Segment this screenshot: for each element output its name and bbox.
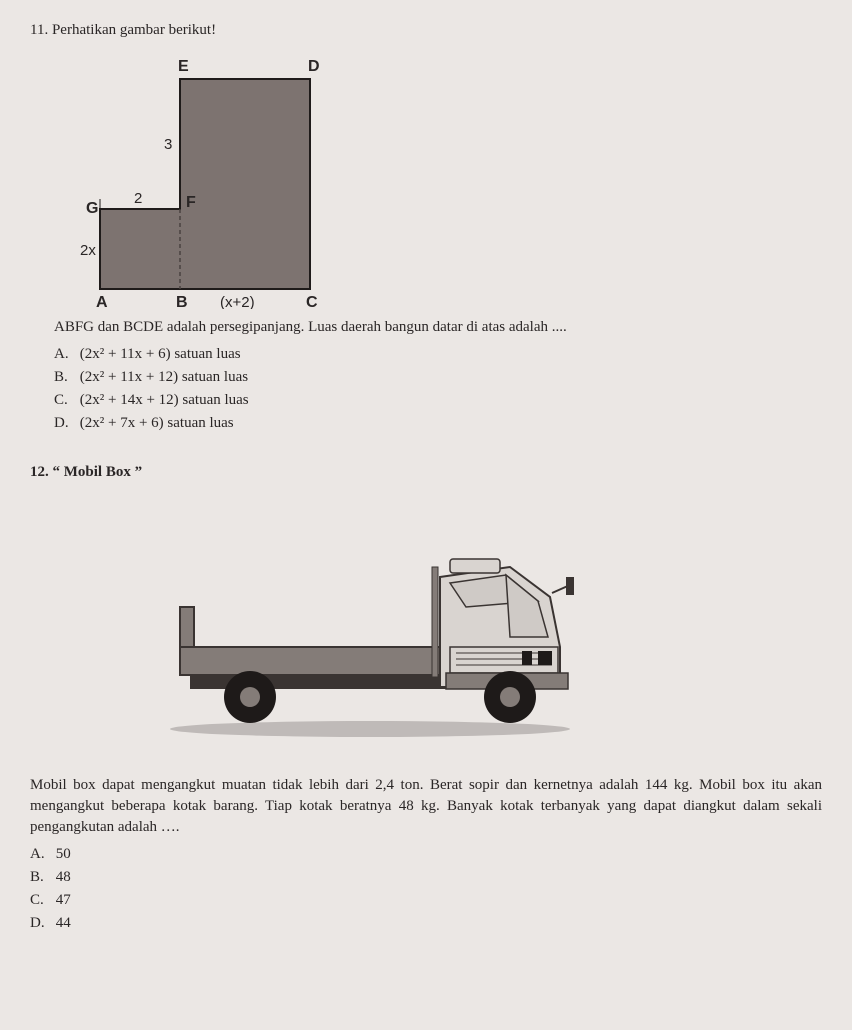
truck-shadow	[170, 721, 570, 737]
opt-letter: A.	[30, 844, 52, 865]
opt-letter: C.	[54, 390, 76, 411]
label-A: A	[96, 294, 108, 309]
q12-number: 12.	[30, 464, 49, 480]
q11-stem: ABFG dan BCDE adalah persegipanjang. Lua…	[54, 317, 822, 338]
composite-shape	[100, 79, 310, 289]
q11-number: 11.	[30, 22, 48, 38]
opt-letter: C.	[30, 890, 52, 911]
label-2x: 2x	[80, 242, 96, 259]
opt-text: (2x² + 11x + 6) satuan luas	[80, 346, 241, 362]
truck-hub-rear	[240, 687, 260, 707]
truck-bed	[180, 647, 440, 675]
question-12: 12. “ Mobil Box ”	[30, 462, 822, 934]
q11-figure: E D G F A B C 3 2 2x (x+2)	[80, 49, 822, 309]
label-C: C	[306, 294, 318, 309]
geometry-diagram: E D G F A B C 3 2 2x (x+2)	[80, 49, 340, 309]
q12-option-a: A. 50	[30, 844, 822, 865]
q12-truck-figure	[150, 497, 822, 757]
q12-option-d: D. 44	[30, 913, 822, 934]
opt-text: 50	[56, 846, 71, 862]
label-E: E	[178, 58, 189, 75]
truck-mirror	[566, 577, 574, 595]
truck-pipe	[432, 567, 438, 677]
q12-title-text: “ Mobil Box ”	[53, 464, 143, 480]
q12-options: A. 50 B. 48 C. 47 D. 44	[30, 844, 822, 934]
truck-hub-front	[500, 687, 520, 707]
q12-option-b: B. 48	[30, 867, 822, 888]
label-3: 3	[164, 136, 172, 153]
opt-text: 47	[56, 892, 71, 908]
truck-roof	[450, 559, 500, 573]
label-D: D	[308, 58, 320, 75]
opt-letter: D.	[54, 413, 76, 434]
q11-options: A. (2x² + 11x + 6) satuan luas B. (2x² +…	[54, 344, 822, 434]
opt-letter: D.	[30, 913, 52, 934]
question-11: 11. Perhatikan gambar berikut! E D G F A…	[30, 20, 822, 434]
q11-option-b: B. (2x² + 11x + 12) satuan luas	[54, 367, 822, 388]
opt-text: (2x² + 11x + 12) satuan luas	[80, 369, 248, 385]
opt-letter: B.	[54, 367, 76, 388]
label-F: F	[186, 194, 196, 211]
opt-text: (2x² + 7x + 6) satuan luas	[80, 415, 234, 431]
label-2: 2	[134, 190, 142, 207]
label-G: G	[86, 200, 98, 217]
opt-text: (2x² + 14x + 12) satuan luas	[80, 392, 249, 408]
q11-lead: Perhatikan gambar berikut!	[52, 22, 216, 38]
q12-header: 12. “ Mobil Box ”	[30, 462, 822, 483]
label-xp2: (x+2)	[220, 294, 255, 309]
opt-text: 48	[56, 869, 71, 885]
opt-letter: A.	[54, 344, 76, 365]
q11-option-d: D. (2x² + 7x + 6) satuan luas	[54, 413, 822, 434]
q12-option-c: C. 47	[30, 890, 822, 911]
truck-headlight	[538, 651, 552, 665]
truck-bed-front	[180, 607, 194, 647]
opt-text: 44	[56, 915, 71, 931]
truck-headlight	[522, 651, 532, 665]
opt-letter: B.	[30, 867, 52, 888]
q12-body: Mobil box dapat mengangkut muatan tidak …	[30, 775, 822, 838]
truck-icon	[150, 497, 610, 757]
q11-option-a: A. (2x² + 11x + 6) satuan luas	[54, 344, 822, 365]
label-B: B	[176, 294, 188, 309]
q11-option-c: C. (2x² + 14x + 12) satuan luas	[54, 390, 822, 411]
q11-header: 11. Perhatikan gambar berikut!	[30, 20, 822, 41]
